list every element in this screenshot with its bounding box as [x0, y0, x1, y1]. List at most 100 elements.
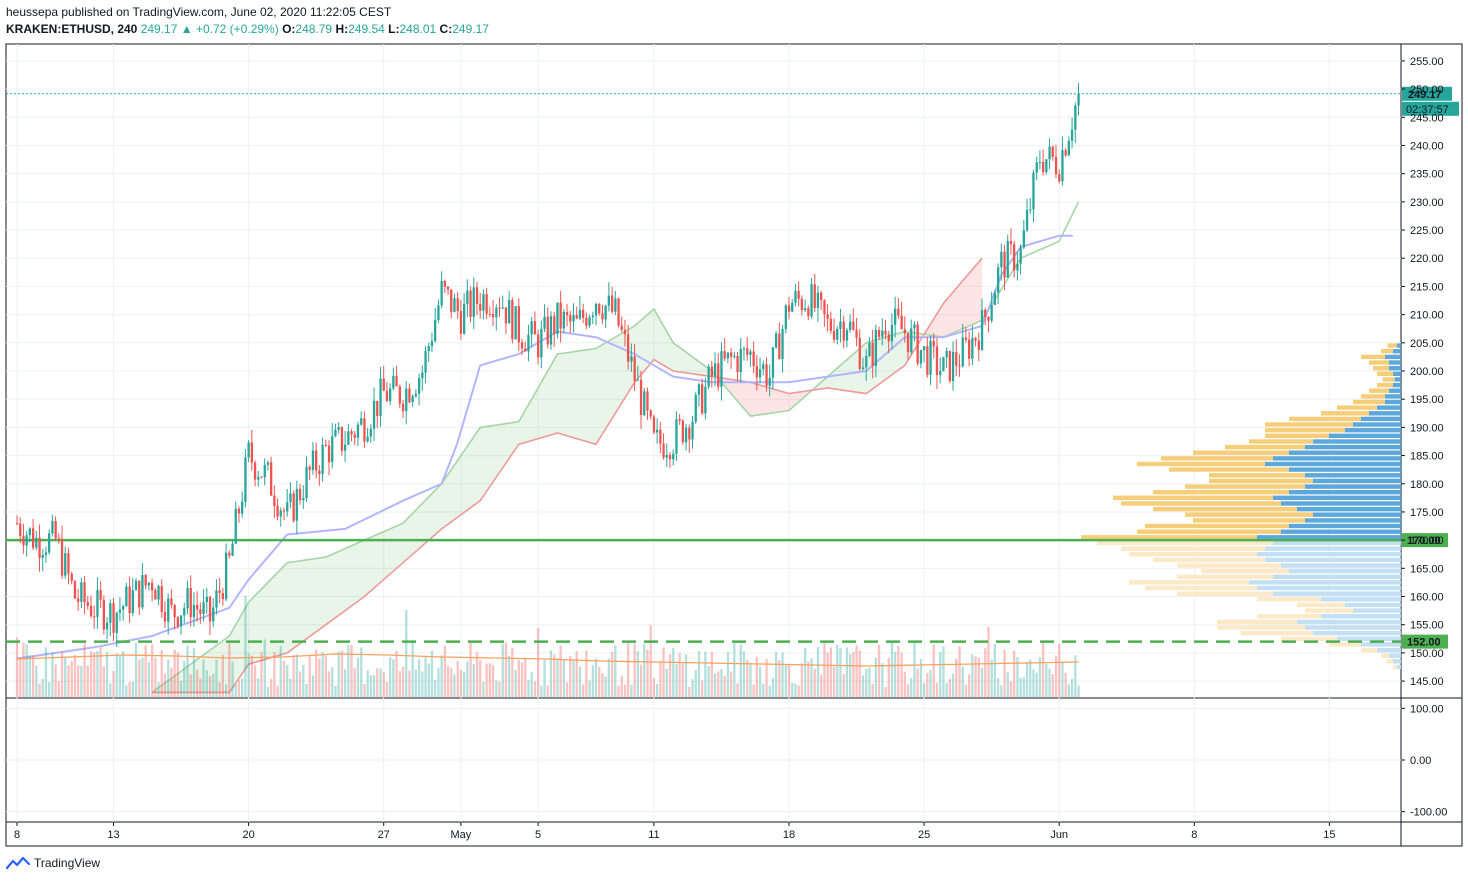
volume-bar: [939, 651, 942, 697]
time-tick-label: 15: [1323, 829, 1335, 841]
volume-bar: [572, 660, 575, 697]
volume-bar: [379, 668, 382, 697]
volume-bar: [810, 658, 813, 697]
volume-bar: [675, 663, 678, 697]
volume-bar: [993, 643, 996, 697]
volume-profile-up-bar: [1305, 518, 1401, 523]
volume-bar: [1070, 678, 1074, 697]
volume-bar: [742, 651, 746, 697]
volume-bar: [720, 669, 723, 697]
volume-bar: [122, 651, 125, 697]
footer-brand[interactable]: TradingView: [6, 856, 100, 870]
candle-down: [955, 351, 958, 366]
candle-down: [546, 316, 549, 345]
volume-profile-down-bar: [1361, 354, 1385, 360]
candle-up: [845, 330, 849, 341]
candle-down: [871, 342, 874, 366]
candle-up: [929, 340, 932, 375]
volume-bar: [826, 652, 829, 697]
volume-bar: [57, 681, 60, 697]
volume-profile-up-bar: [1385, 399, 1401, 405]
volume-bar: [569, 655, 572, 697]
volume-bar: [315, 649, 318, 697]
candle-down: [491, 313, 495, 318]
volume-bar: [15, 637, 19, 697]
candle-up: [440, 281, 443, 306]
candle-down: [887, 334, 890, 342]
volume-profile-up-bar: [1361, 416, 1401, 422]
candle-down: [315, 450, 318, 471]
volume-profile-up-bar: [1313, 478, 1401, 484]
candle-down: [112, 603, 115, 633]
volume-bar: [321, 652, 324, 697]
candle-down: [86, 602, 89, 606]
volume-bar: [443, 645, 446, 697]
candle-up: [366, 436, 369, 442]
candle-up: [212, 607, 215, 622]
candle-up: [733, 356, 736, 357]
candle-up: [434, 319, 437, 342]
volume-profile-down-bar: [1381, 349, 1393, 354]
low-label: L:: [388, 22, 400, 36]
volume-bar: [984, 648, 987, 697]
candle-down: [196, 605, 199, 610]
candle-up: [980, 309, 984, 350]
volume-bar: [80, 666, 83, 697]
volume-bar: [340, 650, 344, 697]
volume-bar: [144, 645, 147, 697]
volume-bar: [1042, 641, 1045, 697]
candle-up: [923, 346, 926, 350]
volume-bar: [244, 595, 247, 697]
volume-profile-down-bar: [1137, 461, 1265, 467]
volume-bar: [797, 685, 800, 697]
volume-bar: [1077, 685, 1080, 697]
volume-profile-up-bar: [1305, 625, 1401, 630]
candle-down: [450, 289, 453, 312]
volume-profile-down-bar: [1153, 557, 1265, 563]
volume-profile-up-bar: [1265, 461, 1401, 467]
candle-up: [466, 290, 469, 304]
candle-up: [134, 580, 138, 591]
volume-bar: [73, 655, 77, 697]
candle-up: [874, 330, 877, 366]
volume-bar: [1013, 650, 1016, 697]
high-label: H:: [335, 22, 349, 36]
candle-up: [1038, 162, 1042, 163]
support-level-label: 152.00: [1407, 637, 1441, 649]
volume-bar: [86, 665, 89, 697]
candle-down: [877, 330, 881, 337]
symbol-label[interactable]: KRAKEN:ETHUSD, 240: [6, 22, 138, 36]
volume-profile-up-bar: [1289, 490, 1401, 495]
time-tick-label: 25: [918, 829, 930, 841]
volume-bar: [295, 654, 298, 697]
volume-profile-up-bar: [1265, 557, 1401, 563]
candle-up: [215, 590, 218, 608]
candle-up: [183, 608, 186, 616]
volume-bar: [466, 661, 469, 697]
volume-profile-down-bar: [1193, 518, 1305, 523]
volume-bar: [791, 682, 794, 697]
support-level-label: 170.00: [1407, 535, 1441, 547]
price-tick-label: 235.00: [1410, 169, 1444, 181]
candle-down: [54, 521, 57, 539]
volume-bar: [77, 665, 80, 697]
volume-profile-down-bar: [1305, 608, 1353, 613]
candle-down: [681, 420, 684, 443]
volume-bar: [871, 683, 874, 697]
volume-profile-up-bar: [1345, 602, 1401, 608]
candle-up: [437, 305, 440, 320]
volume-bar: [475, 652, 479, 697]
price-tick-label: 150.00: [1410, 648, 1444, 660]
volume-profile-down-bar: [1097, 540, 1273, 546]
candle-down: [102, 599, 105, 630]
volume-bar: [202, 659, 205, 697]
volume-profile-up-bar: [1297, 506, 1401, 512]
candle-up: [578, 309, 582, 319]
volume-profile-down-bar: [1257, 597, 1321, 602]
candle-down: [900, 315, 903, 330]
candle-up: [549, 316, 553, 345]
volume-bar: [665, 668, 668, 697]
candle-up: [411, 396, 414, 403]
volume-bar: [234, 684, 237, 697]
